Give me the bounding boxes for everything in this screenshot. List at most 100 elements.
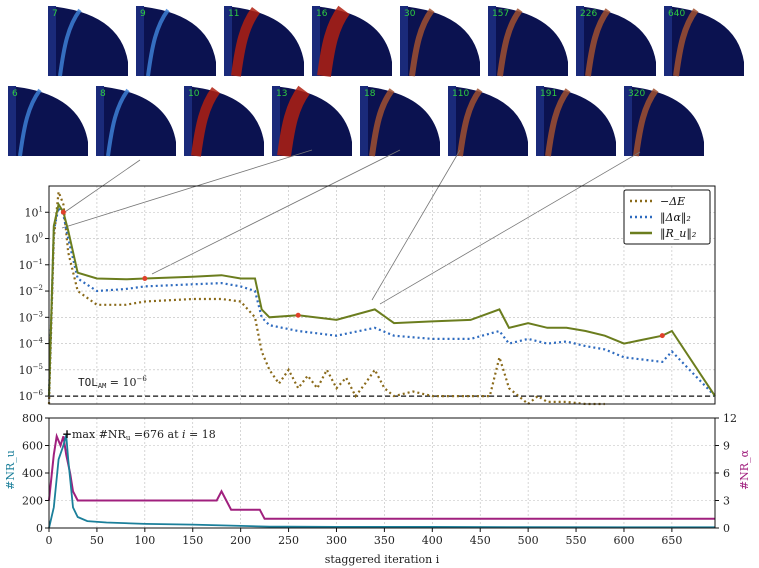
- x-axis-label: staggered iteration i: [325, 553, 440, 566]
- y-tick-label: 100: [25, 232, 43, 246]
- thumbnail-crack: [277, 85, 310, 157]
- x-tick-label: 100: [134, 534, 155, 547]
- thumbnail: 16: [312, 5, 392, 77]
- legend-box: [623, 189, 711, 245]
- legend: −ΔE ‖Δα‖₂ ‖R_u‖₂: [623, 189, 711, 245]
- thumbnail: 110: [448, 86, 528, 157]
- thumbnail-body: [8, 86, 88, 156]
- thumbnail-side: [96, 86, 104, 156]
- thumbnail-side: [400, 6, 408, 76]
- x-tick-label: 600: [613, 534, 634, 547]
- thumbnail-side: [8, 86, 16, 156]
- thumbnail-connectors: [61, 149, 641, 305]
- connector-line: [61, 149, 313, 229]
- series-line: [48, 434, 715, 529]
- x-tick-label: 300: [326, 534, 347, 547]
- thumbnail-label: 6: [12, 89, 18, 99]
- thumbnail-label: 9: [140, 9, 146, 19]
- thumbnail-side: [224, 6, 232, 76]
- legend-label-alpha: ‖Δα‖₂: [660, 211, 691, 225]
- thumbnail-label: 11: [228, 9, 239, 19]
- thumbnail-body: [136, 6, 216, 76]
- thumbnail: 640: [664, 6, 744, 77]
- thumbnail-label: 320: [628, 89, 645, 99]
- thumbnail-side: [184, 86, 192, 156]
- thumbnail: 30: [400, 6, 480, 77]
- connector-line: [371, 149, 461, 301]
- thumbnail-crack: [369, 88, 395, 157]
- bottom-chart: 0 50 100 150 200 250 300 350 400 450 500 550 600 650 0…: [4, 412, 751, 566]
- thumbnail: 226: [576, 6, 656, 77]
- top-chart: 10−6 10−5 10−4 10−3 10−2 10−1 100 101 TOLAM = 1…: [19, 185, 716, 406]
- x-tick-label: 50: [90, 534, 104, 547]
- connector-line: [151, 149, 401, 275]
- thumbnail-crack: [497, 8, 523, 77]
- thumbnail-label: 110: [452, 89, 469, 99]
- tol-annotation: TOLAM = 10−6: [78, 375, 147, 390]
- thumbnail-side: [576, 6, 584, 76]
- thumbnail-body: [96, 86, 176, 156]
- thumbnail-side: [624, 86, 632, 156]
- thumbnail-crack: [106, 88, 130, 157]
- thumbnail: 7: [48, 6, 128, 77]
- right-axis-label: #NR_α: [738, 449, 751, 490]
- series-line: [48, 432, 715, 520]
- thumbnail: 10: [184, 86, 264, 157]
- x-tick-label: 150: [182, 534, 203, 547]
- thumbnail-body: [400, 6, 480, 76]
- x-tick-label: 250: [278, 534, 299, 547]
- max-marker: +: [62, 427, 72, 441]
- thumbnail-label: 640: [668, 9, 685, 19]
- thumbnail-label: 191: [540, 89, 557, 99]
- iteration-marker: [295, 312, 301, 318]
- series-line: [47, 191, 605, 406]
- thumbnail: 191: [536, 86, 616, 157]
- thumbnail-body: [360, 86, 440, 156]
- thumbnail: 11: [224, 6, 304, 77]
- y-tick-label: 10−6: [19, 389, 44, 403]
- thumbnail-label: 226: [580, 9, 597, 19]
- thumbnail-body: [664, 6, 744, 76]
- connector-line: [61, 159, 141, 215]
- x-tick-label: 550: [566, 534, 587, 547]
- x-tick-label: 450: [470, 534, 491, 547]
- max-annotation-text: max #NRu =676 at i = 18: [72, 428, 216, 442]
- y-tick-label: 10−2: [19, 284, 43, 298]
- thumbnail-crack: [146, 8, 170, 77]
- x-tick-label: 400: [422, 534, 443, 547]
- y-tick-label: 10−1: [19, 258, 43, 272]
- thumbnail-label: 18: [364, 89, 376, 99]
- thumbnail-grid: 7 9 11 16 30 157 226 640 6 8 10 13 18 110 191 320: [8, 5, 744, 157]
- thumbnail-crack: [457, 88, 483, 157]
- right-y-tick-label: 6: [723, 467, 730, 480]
- right-y-tick-label: 9: [723, 440, 730, 453]
- thumbnail-crack: [633, 88, 659, 157]
- thumbnail-side: [136, 6, 144, 76]
- thumbnail-body: [448, 86, 528, 156]
- thumbnail-crack: [231, 7, 261, 77]
- thumbnail-crack: [191, 87, 221, 157]
- thumbnail-side: [360, 86, 368, 156]
- x-tick-label: 650: [661, 534, 682, 547]
- top-chart-frame: [48, 185, 716, 405]
- thumbnail: 6: [8, 86, 88, 157]
- thumbnail-label: 10: [188, 89, 200, 99]
- thumbnail-crack: [673, 8, 699, 77]
- thumbnail-label: 16: [316, 9, 328, 19]
- x-tick-label: 500: [518, 534, 539, 547]
- y-tick-label: 10−4: [19, 337, 44, 351]
- x-tick-label: 200: [230, 534, 251, 547]
- thumbnail-body: [488, 6, 568, 76]
- thumbnail-side: [272, 86, 280, 156]
- thumbnail-crack: [585, 8, 611, 77]
- series-line: [47, 204, 716, 397]
- x-tick-label: 350: [374, 534, 395, 547]
- thumbnail: 320: [624, 86, 704, 157]
- thumbnail: 13: [272, 85, 352, 157]
- thumbnail-crack: [317, 5, 350, 77]
- thumbnail-body: [576, 6, 656, 76]
- thumbnail-label: 7: [52, 9, 58, 19]
- thumbnail-body: [536, 86, 616, 156]
- left-y-tick-label: 400: [22, 467, 43, 480]
- x-tick-label: 0: [46, 534, 53, 547]
